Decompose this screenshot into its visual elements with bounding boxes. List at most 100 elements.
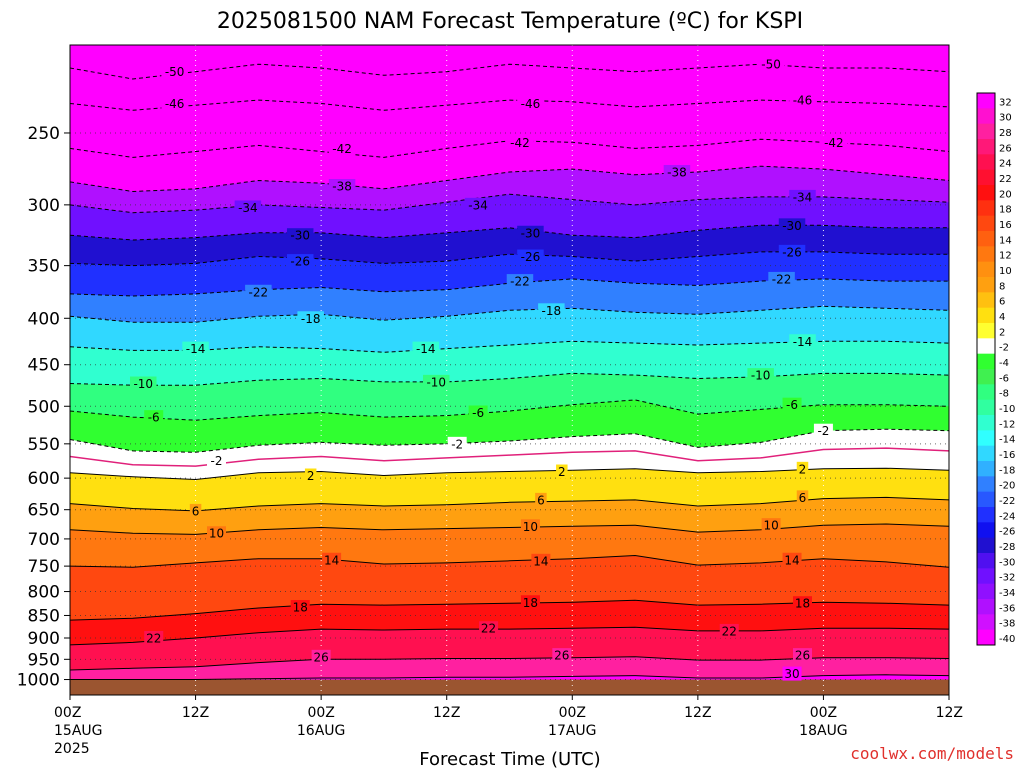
colorbar-label: -22 [999,496,1015,507]
contour-label: 14 [324,553,339,567]
contour-label: 2 [799,462,807,476]
colorbar-swatch [977,507,995,523]
colorbar-label: 6 [999,297,1005,308]
colorbar-label: -36 [999,603,1015,614]
contour-label-bg [535,492,547,507]
contour-label-bg [789,93,816,108]
contour-label-bg [520,595,540,610]
colorbar-swatch [977,307,995,324]
x-tick-date: 16AUG [297,723,346,739]
contour-label-bg [757,57,785,72]
colorbar-label: -24 [999,511,1015,522]
grid-lines [70,45,949,695]
contour-label: 10 [763,519,778,533]
colorbar-label: -12 [999,419,1015,430]
y-axis-ticks: 250 300 350 400 450 500 550 600 650 700 750 800 850 9… [17,124,70,691]
contour-label: -26 [521,250,541,264]
contour-label: 6 [537,493,545,507]
colorbar-swatch [977,537,995,554]
colorbar-swatch [977,154,995,171]
contour-label-bg [782,552,802,567]
colorbar-swatch [977,139,995,155]
credit-link[interactable]: coolwx.com/models [850,744,1014,763]
colorbar-swatch [977,369,995,385]
contour-label: -38 [667,165,687,179]
contour-label-bg [778,218,806,233]
isotherm-line [70,626,949,646]
colorbar-label: 14 [999,235,1012,246]
contour-label: -22 [510,275,530,289]
contour-label-bg [506,135,534,150]
contour-label-bg [464,197,492,212]
y-tick-label: 600 [28,469,60,489]
colorbar-label: 28 [999,128,1012,139]
colorbar-swatch [977,491,995,508]
plot-frame [69,44,950,696]
colorbar-label: -2 [999,343,1009,354]
x-tick-label: 12Z [182,705,209,721]
contour-label-bg [207,453,226,468]
contour-label: -50 [165,65,185,79]
contour-label-bg [161,96,188,111]
contour-label: -2 [211,454,223,468]
contour-labels: -50 -50 -46 -46 -46 -42 -42 -42 -38 -38 -34 -34 -34 -… [130,57,848,681]
colorbar-label: 10 [999,266,1012,277]
contour-label: -42 [824,136,844,150]
contour-label: -22 [772,272,792,286]
contour-label-bg [182,341,209,356]
contour-label-bg [789,189,816,204]
colorbar-frame [976,92,996,646]
contour-label: -10 [426,375,446,389]
contour-label-bg [796,461,809,476]
colorbar-label: 24 [999,159,1012,170]
contour-label-bg [130,376,157,391]
colorbar-swatch [977,445,995,462]
contour-label-bg [161,64,188,79]
contour-label-bg [782,666,802,681]
contour-label-bg [517,249,544,264]
contour-label-bg [311,649,331,664]
contour-label: -34 [793,190,813,204]
isotherm-line [70,165,949,193]
y-tick-label: 900 [28,629,60,649]
colorbar-swatch [977,599,995,615]
x-tick-label: 12Z [433,705,460,721]
contour-label-bg [796,490,809,505]
colorbar-label: -18 [999,465,1015,476]
contour-label-bg [286,228,314,243]
colorbar-swatch [977,246,995,263]
colorbar-swatch [977,323,995,339]
colorbar-swatch [977,583,995,600]
contour-label-bg [423,374,450,389]
isotherm-line [70,99,949,111]
colorbar-label: 12 [999,251,1012,262]
y-tick-label: 400 [28,309,60,329]
y-tick-label: 300 [28,196,60,216]
colorbar-label: 16 [999,220,1012,231]
y-tick-label: 750 [28,557,60,577]
colorbar-label: 4 [999,312,1005,323]
contour-label-bg [768,271,795,286]
contour-label: -42 [510,136,530,150]
contour-label-bg [520,519,540,534]
colorbar-label: -16 [999,450,1015,461]
contour-label: -6 [472,406,484,420]
colorbar-swatch [977,399,995,416]
contour-label: 22 [146,631,161,645]
colorbar-swatch [977,261,995,278]
colorbar-swatch [977,476,995,493]
colorbar-label: 32 [999,97,1012,108]
contour-label: -22 [249,285,269,299]
x-tick-label: 12Z [684,705,711,721]
x-tick-label: 00Z [810,705,837,721]
contour-label-bg [517,96,544,111]
colorbar-label: -34 [999,588,1015,599]
contour-label: 10 [209,527,224,541]
contour-label: -14 [416,342,436,356]
contour-label: -26 [290,255,310,269]
contour-label-bg [813,423,833,438]
isotherm-line [70,428,949,453]
colorbar-label: -14 [999,435,1015,446]
y-tick-label: 1000 [17,671,60,691]
